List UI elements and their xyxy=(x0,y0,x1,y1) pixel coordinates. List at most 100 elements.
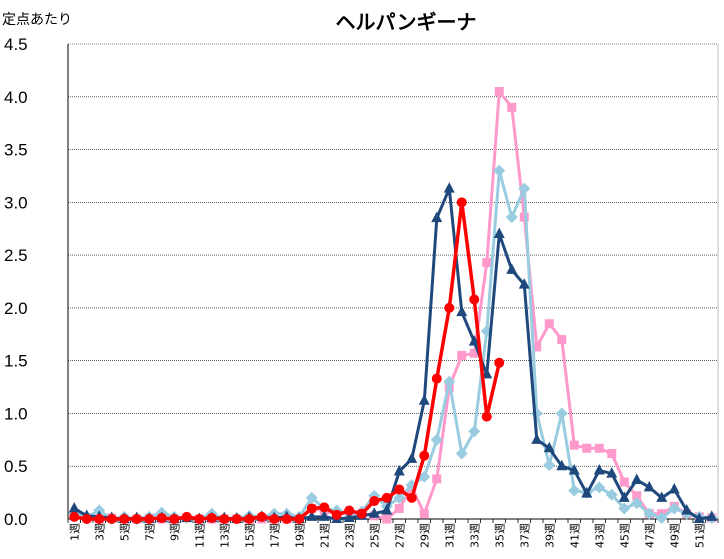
data-point xyxy=(394,503,404,513)
data-point xyxy=(493,227,505,238)
data-point xyxy=(505,211,518,224)
data-point xyxy=(468,335,480,346)
data-point xyxy=(331,509,342,520)
data-point xyxy=(406,452,418,463)
data-point xyxy=(706,510,718,521)
data-point xyxy=(419,450,430,461)
data-point xyxy=(455,447,468,460)
data-point xyxy=(106,514,117,524)
data-point xyxy=(369,496,380,507)
data-point xyxy=(506,263,518,274)
x-tick-label: 21週 xyxy=(318,523,331,548)
y-tick-label: 0.0 xyxy=(4,510,28,529)
data-point xyxy=(693,512,705,523)
data-point xyxy=(557,335,567,345)
data-point xyxy=(382,514,392,524)
data-point xyxy=(468,425,481,438)
data-point xyxy=(530,407,543,420)
data-point xyxy=(368,507,380,518)
data-point xyxy=(81,514,92,524)
data-point xyxy=(668,502,681,515)
data-point xyxy=(594,443,604,453)
x-tick-label: 11週 xyxy=(193,523,206,548)
x-tick-label: 39週 xyxy=(543,523,556,548)
data-point xyxy=(630,497,643,510)
data-point xyxy=(431,211,443,223)
y-tick-label: 0.5 xyxy=(4,457,28,476)
data-point xyxy=(393,465,405,476)
y-tick-label: 3.0 xyxy=(4,193,28,212)
data-point xyxy=(607,449,617,459)
x-tick-label: 29週 xyxy=(418,523,431,548)
data-point xyxy=(655,511,668,524)
x-tick-label: 33週 xyxy=(468,523,481,548)
data-point xyxy=(507,102,517,112)
data-point xyxy=(419,509,429,519)
x-tick-label: 3週 xyxy=(93,523,106,541)
x-tick-label: 5週 xyxy=(118,523,131,541)
data-point xyxy=(532,342,542,352)
data-point xyxy=(469,348,479,358)
data-point xyxy=(568,463,580,475)
data-point xyxy=(344,505,355,516)
x-tick-label: 45週 xyxy=(618,523,631,548)
data-point xyxy=(569,440,579,450)
data-point xyxy=(381,504,393,515)
x-tick-label: 25週 xyxy=(368,523,381,548)
data-point xyxy=(606,467,618,478)
x-tick-label: 1週 xyxy=(68,523,81,541)
data-point xyxy=(381,492,392,503)
data-point xyxy=(582,443,592,453)
data-point xyxy=(444,302,455,313)
y-tick-label: 2.0 xyxy=(4,299,28,318)
data-point xyxy=(393,491,406,504)
data-point xyxy=(306,503,317,514)
data-point xyxy=(656,491,668,502)
data-point xyxy=(306,510,318,521)
data-point xyxy=(631,473,643,484)
data-point xyxy=(618,502,631,515)
x-tick-label: 31週 xyxy=(443,523,456,548)
data-point xyxy=(269,514,280,524)
data-point xyxy=(256,511,267,522)
data-point xyxy=(418,394,430,405)
data-point xyxy=(430,433,443,446)
data-point xyxy=(593,481,606,494)
data-point xyxy=(481,411,492,422)
y-tick-label: 2.5 xyxy=(4,246,28,265)
data-point xyxy=(482,258,492,267)
data-point xyxy=(581,487,593,498)
x-tick-label: 23週 xyxy=(343,523,356,548)
data-point xyxy=(394,484,405,495)
data-point xyxy=(319,502,330,513)
x-tick-label: 49週 xyxy=(668,523,681,548)
x-tick-label: 19週 xyxy=(293,523,306,548)
gridlines xyxy=(68,43,718,467)
data-point xyxy=(605,488,618,501)
data-point xyxy=(156,512,167,523)
data-point xyxy=(432,474,442,484)
data-point xyxy=(94,514,105,524)
data-point xyxy=(568,484,581,497)
data-point xyxy=(593,463,605,475)
data-point xyxy=(619,477,629,487)
x-tick-label: 27週 xyxy=(393,523,406,548)
data-point xyxy=(632,491,642,501)
data-point xyxy=(418,470,431,483)
data-point xyxy=(493,164,506,177)
data-point xyxy=(443,375,456,388)
x-tick-label: 47週 xyxy=(643,523,656,548)
data-point xyxy=(356,508,367,519)
data-point xyxy=(643,507,656,520)
data-point xyxy=(294,514,305,524)
data-point xyxy=(668,482,680,494)
series-circle xyxy=(69,197,505,524)
data-point xyxy=(555,407,568,420)
x-tick-label: 51週 xyxy=(693,523,706,548)
data-point xyxy=(305,491,318,504)
data-point xyxy=(431,373,442,384)
data-point xyxy=(643,480,655,492)
data-point xyxy=(244,514,255,524)
data-point xyxy=(406,492,417,503)
